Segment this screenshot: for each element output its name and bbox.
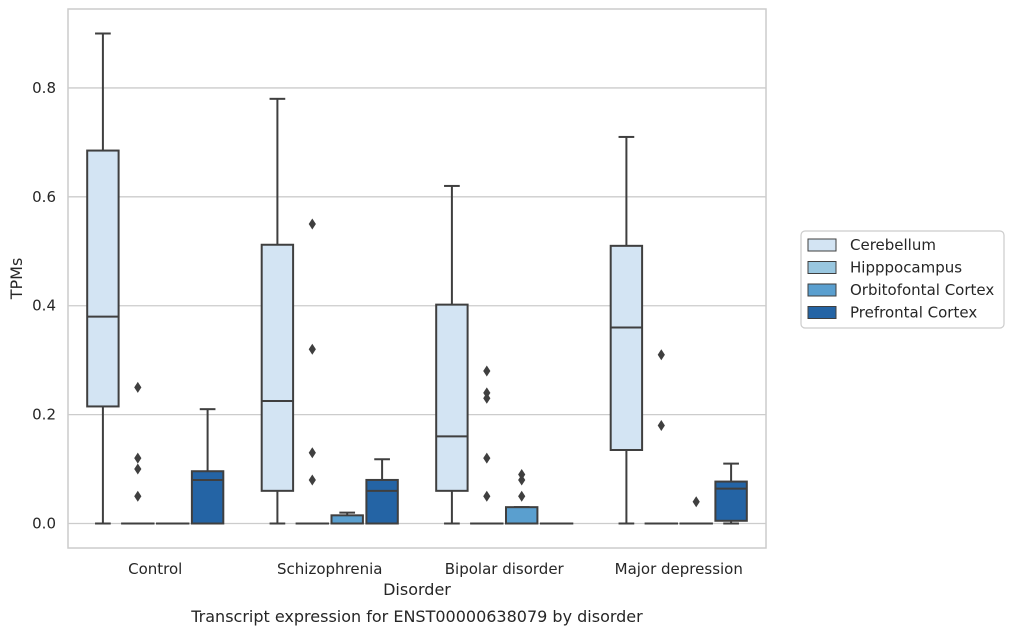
outlier-point xyxy=(483,452,491,464)
legend-label: Orbitofontal Cortex xyxy=(850,281,994,299)
x-axis-label: Disorder xyxy=(383,580,451,599)
x-tick-label: Major depression xyxy=(615,560,743,578)
box-body xyxy=(435,303,469,492)
outlier-point xyxy=(308,474,316,486)
y-tick-label: 0.6 xyxy=(32,188,56,206)
outlier-point xyxy=(308,447,316,459)
outlier-point xyxy=(657,349,665,361)
legend-label: Cerebellum xyxy=(850,236,936,254)
x-tick-label: Bipolar disorder xyxy=(445,560,565,578)
x-tick-label: Control xyxy=(128,560,182,578)
legend-swatch xyxy=(807,306,837,319)
legend-frame xyxy=(800,230,1005,329)
plot-area-frame xyxy=(67,8,767,549)
box-0-1 xyxy=(260,97,295,525)
outlier-point xyxy=(483,365,491,377)
box-3-3 xyxy=(714,462,748,525)
box-2-1 xyxy=(330,511,364,525)
box-0-0 xyxy=(86,32,120,525)
x-axis-ticks: Control Schizophrenia Bipolar disorder Majo… xyxy=(128,560,743,578)
box-body xyxy=(86,149,120,408)
outlier-point xyxy=(483,490,491,502)
box-1-0 xyxy=(121,381,155,525)
box-body xyxy=(609,244,644,451)
legend-swatch xyxy=(807,238,837,252)
box-body xyxy=(504,506,539,525)
legend-swatch xyxy=(807,261,837,274)
y-tick-label: 0.8 xyxy=(32,79,56,97)
outlier-point xyxy=(483,392,491,404)
box-1-1 xyxy=(295,218,330,525)
box-body xyxy=(260,243,295,492)
outlier-point xyxy=(657,420,665,431)
y-axis-label: TPMs xyxy=(7,258,26,301)
outlier-point xyxy=(134,452,142,464)
box-body xyxy=(330,514,364,525)
box-body xyxy=(714,480,748,522)
y-tick-label: 0.2 xyxy=(32,406,56,424)
outlier-point xyxy=(308,343,316,355)
outlier-point xyxy=(692,496,700,508)
box-1-3 xyxy=(644,349,679,525)
legend-label: Prefrontal Cortex xyxy=(850,304,977,322)
box-1-2 xyxy=(470,365,504,525)
outlier-point xyxy=(518,474,526,486)
y-tick-label: 0.4 xyxy=(32,297,56,315)
outlier-point xyxy=(134,490,142,502)
outlier-point xyxy=(134,381,142,393)
legend: Cerebellum Hipppocampus Orbitofontal Corte… xyxy=(800,230,1005,329)
box-3-1 xyxy=(365,458,399,525)
outlier-point xyxy=(518,490,526,502)
x-tick-label: Schizophrenia xyxy=(277,560,382,578)
box-plots xyxy=(86,32,748,525)
outlier-point xyxy=(308,218,316,230)
box-0-2 xyxy=(435,184,469,525)
box-2-2 xyxy=(504,469,539,525)
figure-caption: Transcript expression for ENST0000063807… xyxy=(190,607,643,626)
box-0-3 xyxy=(609,135,644,525)
legend-swatch xyxy=(807,283,837,297)
y-axis-ticks: 0.0 0.2 0.4 0.6 0.8 xyxy=(32,79,56,533)
legend-label: Hipppocampus xyxy=(850,259,962,277)
box-3-0 xyxy=(190,408,225,525)
outlier-point xyxy=(134,463,142,475)
box-body xyxy=(365,478,399,525)
box-2-3 xyxy=(679,496,713,525)
grid-lines xyxy=(68,87,766,525)
y-tick-label: 0.0 xyxy=(32,515,56,533)
